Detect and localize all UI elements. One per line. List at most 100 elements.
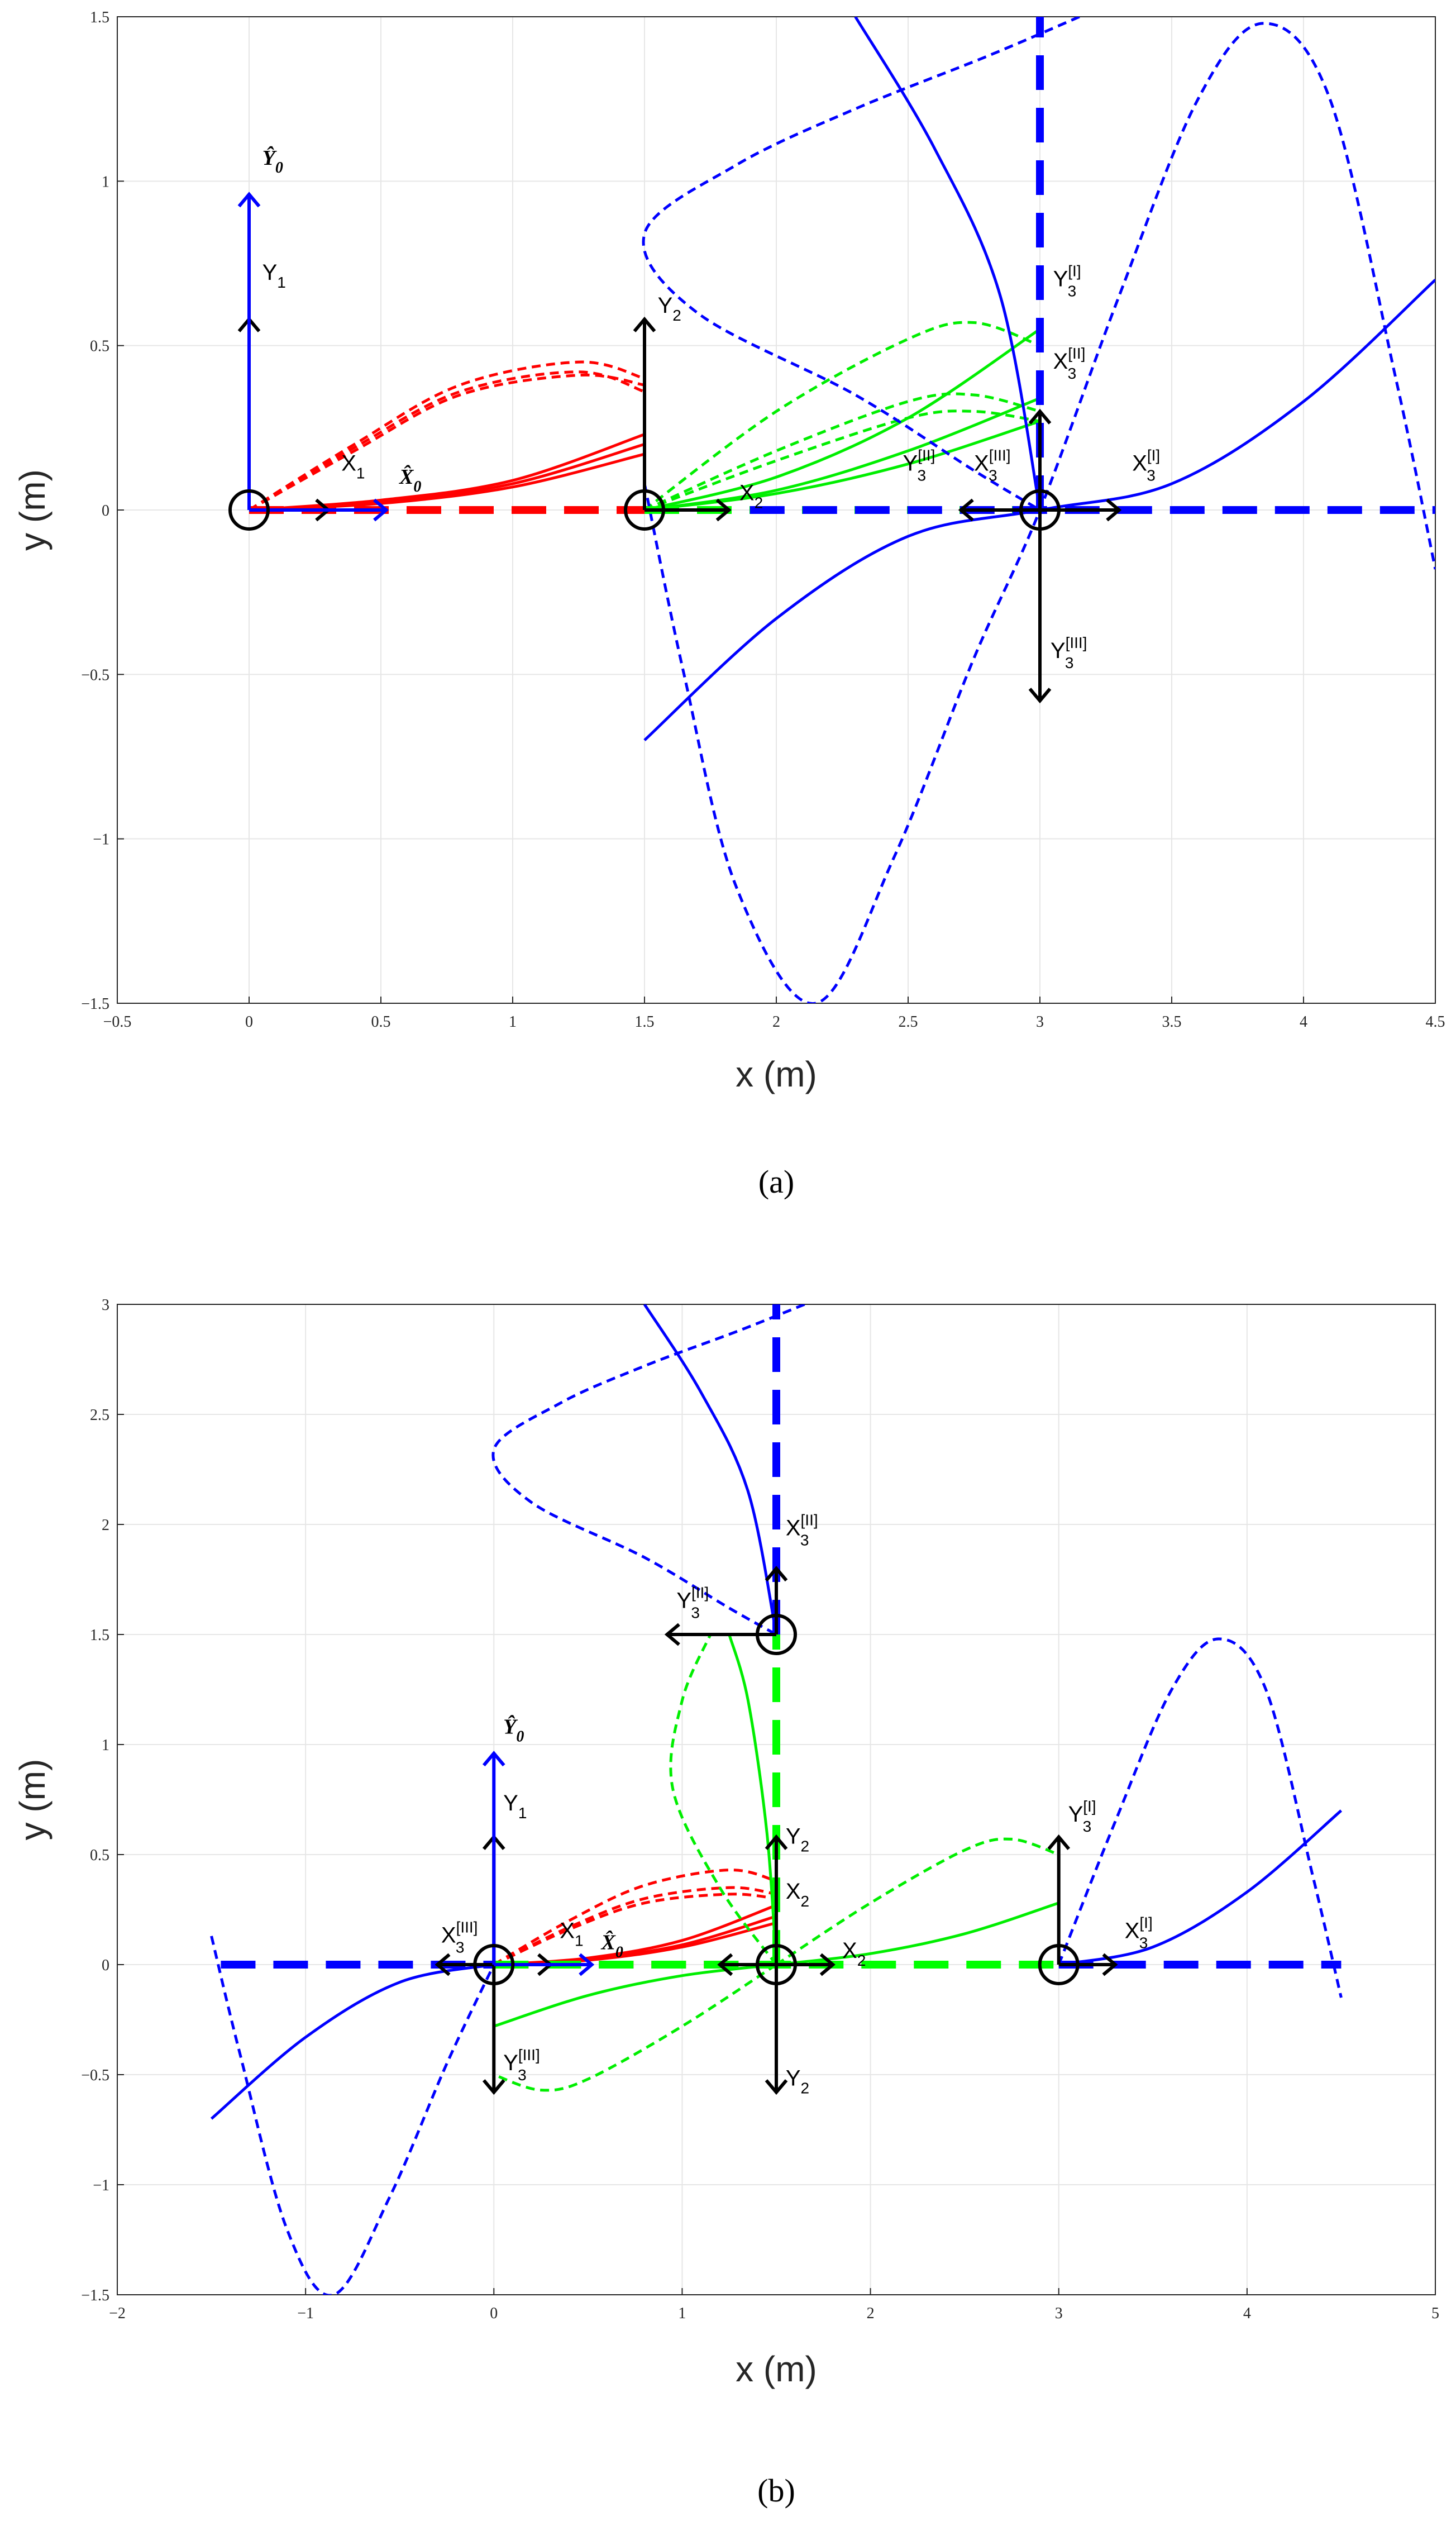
frame-label-sub: 3 [1068, 283, 1077, 300]
frame-label-main: Y [658, 293, 673, 318]
frame-label: Y[I] 3 [1053, 263, 1081, 300]
series-line-6 [644, 328, 1041, 512]
frame-label-main: Y [676, 1589, 691, 1613]
series-line-17 [1057, 1637, 1343, 1998]
frame-label-sub: 2 [857, 1952, 866, 1969]
frame-label: X1 [341, 451, 365, 482]
y-tick-label: 1.5 [90, 9, 109, 26]
arrowhead [482, 2079, 505, 2095]
series-line-8 [728, 1634, 778, 1965]
y-axis-label: y (m) [12, 1759, 52, 1841]
frame-label-sub: 1 [356, 464, 365, 482]
frame-label: Y1 [262, 260, 286, 291]
frame-label: Y[II] 3 [676, 1584, 709, 1622]
arrowhead [1028, 408, 1052, 425]
frame-label-main: X [974, 451, 989, 475]
series-line-11 [644, 409, 1040, 512]
x-tick-label: 0.5 [371, 1013, 391, 1031]
frame-label-main: Y [503, 2051, 518, 2075]
series-line-12 [854, 17, 1042, 511]
frame-label-main: X [786, 1879, 801, 1904]
x-tick-label: 2 [772, 1013, 780, 1031]
frame-label-sub: 3 [691, 1604, 700, 1622]
series-line-14 [1058, 1809, 1343, 1966]
frame-label-sub: 0 [516, 1728, 524, 1745]
frame-label-sup: [I] [1147, 446, 1160, 464]
frame-label: Y[III] 3 [503, 2046, 540, 2084]
frame-label-main: X [786, 1516, 801, 1541]
arrowhead [765, 1566, 788, 1582]
x-tick-label: 3.5 [1162, 1013, 1182, 1031]
arrowhead [1028, 688, 1052, 704]
frame-label-main: X [441, 1923, 456, 1948]
panel-caption: (b) [757, 2472, 795, 2509]
y-tick-label: 0.5 [90, 338, 109, 355]
series-line-12 [643, 1304, 778, 1635]
x-tick-label: 2.5 [899, 1013, 918, 1031]
panel-a-chart: −0.5 0 0.5 1 1.5 2 2.5 3 3.5 4 4.5 −1.5 −1 −0.5 0 0.5 1 1… [12, 9, 1445, 1200]
series-line-1 [249, 442, 645, 512]
frame-label-main: X [1053, 349, 1068, 374]
series-line-9 [643, 321, 1040, 512]
frame-label: X1 [560, 1919, 583, 1950]
frame-label-sup: [III] [1066, 634, 1087, 651]
arrowhead [717, 1953, 733, 1976]
frame-label: X[I] 3 [1125, 1914, 1153, 1952]
panel-caption: (a) [758, 1164, 794, 1200]
series-line-6 [776, 1902, 1059, 1966]
arrowhead [579, 1953, 595, 1976]
x-axis-label: x (m) [736, 2349, 817, 2389]
frame-label: X2 [842, 1938, 866, 1969]
x-axis-label: x (m) [736, 1054, 817, 1094]
frame-label: X[III] 3 [974, 446, 1011, 484]
series-line-0 [249, 433, 645, 512]
x-tick-label: 0 [490, 2305, 498, 2322]
frame-label: Y2 [786, 1824, 809, 1855]
frame-label: X̂0 [600, 1931, 623, 1961]
frame-label-main: X̂ [399, 465, 414, 489]
frame-label-main: Y [503, 1791, 518, 1815]
frame-label-sub: 3 [1068, 365, 1077, 382]
y-tick-label: −1 [93, 2177, 109, 2194]
frame-label-sub: 0 [615, 1943, 623, 1961]
arrowhead [237, 192, 261, 208]
arrowhead [1047, 1834, 1071, 1850]
series-line-10 [493, 1963, 777, 2092]
frame-label-sup: [II] [801, 1512, 818, 1529]
arrowhead [765, 1834, 788, 1850]
arrowhead [958, 498, 974, 522]
arrowhead [664, 1623, 680, 1646]
series-line-5 [248, 373, 645, 512]
series-line-15 [491, 1304, 805, 1636]
frame-label-sub: 2 [755, 494, 763, 511]
series-line-9 [775, 1837, 1059, 1966]
frame-label-sub: 3 [1065, 654, 1074, 671]
frame-label: X[III] 3 [441, 1919, 478, 1956]
arrowhead [765, 2079, 788, 2095]
arrowhead [482, 1751, 505, 1767]
series-line-14 [642, 17, 1080, 512]
frame-label-sub: 2 [672, 307, 681, 324]
series-line-16 [210, 1936, 495, 2295]
joint-circle [756, 1944, 797, 1985]
panel-b-chart: −2 −1 0 1 2 3 4 5 −1.5 −1 −0.5 0 0.5 1 1.5 2 2.5 3 x (m) y … [12, 1297, 1439, 2509]
x-tick-label: 3 [1036, 1013, 1044, 1031]
y-tick-label: −1 [93, 831, 109, 849]
frame-label-sup: [I] [1139, 1914, 1152, 1932]
frame-label-sub: 2 [801, 2080, 810, 2097]
y-tick-label: −1.5 [81, 995, 109, 1013]
joint-circle [473, 1944, 515, 1985]
frame-label-sup: [II] [1068, 345, 1085, 362]
frame-label-sub: 0 [275, 159, 283, 177]
x-tick-label: 3 [1055, 2305, 1063, 2322]
joint-circle [228, 489, 270, 531]
arrowhead [435, 1953, 451, 1976]
arrowhead [373, 498, 389, 522]
series-line-7 [493, 1963, 777, 2028]
frame-label: X̂0 [399, 465, 421, 495]
frame-label-sub: 2 [801, 1837, 810, 1855]
frame-label-sub: 3 [456, 1939, 465, 1956]
frame-label-sub: 3 [918, 466, 927, 484]
y-tick-label: −0.5 [81, 666, 109, 684]
x-tick-label: 1 [678, 2305, 686, 2322]
